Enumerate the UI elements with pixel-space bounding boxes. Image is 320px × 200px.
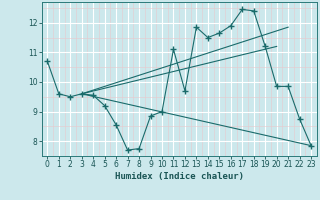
X-axis label: Humidex (Indice chaleur): Humidex (Indice chaleur) [115,172,244,181]
